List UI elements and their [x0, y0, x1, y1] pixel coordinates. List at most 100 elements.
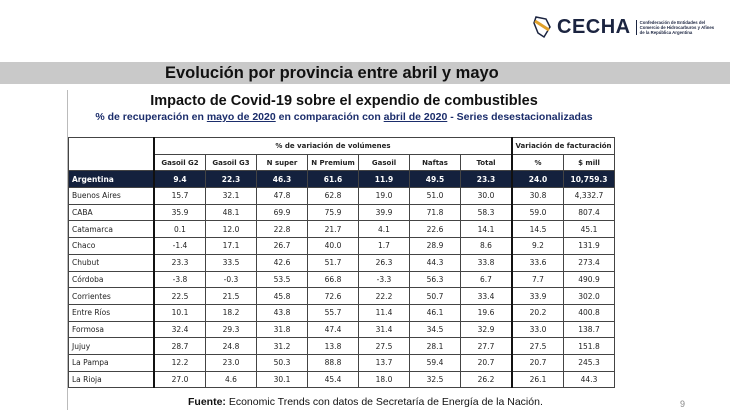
table-cell: 22.8 [256, 220, 308, 239]
table-cell: 27.5 [511, 337, 564, 355]
table-cell: 35.9 [153, 203, 206, 222]
title-banner [0, 62, 730, 84]
table-cell: 23.3 [460, 170, 513, 189]
subtitle-may: mayo de 2020 [206, 111, 276, 123]
table-cell: 26.7 [256, 237, 308, 255]
table-cell: 4,332.7 [563, 187, 615, 205]
slide-subtitle: % de recuperación en mayo de 2020 en com… [68, 111, 620, 123]
table-cell: 31.2 [256, 337, 308, 355]
table-cell: 50.7 [409, 287, 461, 305]
logo-name: CECHA [557, 15, 631, 38]
table-cell: 26.2 [460, 370, 513, 389]
table-cell: 20.7 [511, 353, 564, 372]
table-cell: 69.9 [256, 203, 308, 222]
table-cell: 20.2 [511, 303, 564, 322]
table-cell: 31.8 [256, 320, 308, 339]
table-cell: 50.3 [256, 353, 308, 372]
table-cell: 43.8 [256, 303, 308, 322]
subtitle-part: % de recuperación en [95, 111, 207, 123]
table-cell: 46.1 [409, 303, 461, 322]
province-name: La Rioja [68, 370, 155, 389]
table-cell: 30.1 [256, 370, 308, 389]
province-name: Córdoba [68, 270, 155, 289]
table-cell: 42.6 [256, 253, 308, 272]
table-cell: 23.0 [205, 353, 257, 372]
table-cell: 32.1 [205, 187, 257, 205]
table-cell: 245.3 [563, 353, 615, 372]
table-cell: 11.4 [358, 303, 410, 322]
table-cell: 40.0 [307, 237, 359, 255]
table-cell: 33.0 [511, 320, 564, 339]
table-cell: 44.3 [409, 253, 461, 272]
table-cell: 12.2 [153, 353, 206, 372]
table-cell: 51.7 [307, 253, 359, 272]
table-cell: 28.1 [409, 337, 461, 355]
column-header: Total [460, 153, 513, 172]
table-cell: 22.6 [409, 220, 461, 239]
table-cell: 17.1 [205, 237, 257, 255]
province-name: Formosa [68, 320, 155, 339]
table-cell: 33.6 [511, 253, 564, 272]
table-cell: 807.4 [563, 203, 615, 222]
table-cell: 66.8 [307, 270, 359, 289]
table-cell: 14.1 [460, 220, 513, 239]
source-text: Economic Trends con datos de Secretaría … [225, 396, 543, 408]
table-cell: 1.7 [358, 237, 410, 255]
table-cell: 9.2 [511, 237, 564, 255]
table-cell: 58.3 [460, 203, 513, 222]
table-cell: 0.1 [153, 220, 206, 239]
table-cell: 47.8 [256, 187, 308, 205]
table-cell: 33.8 [460, 253, 513, 272]
table-cell: 24.8 [205, 337, 257, 355]
table-cell: 8.6 [460, 237, 513, 255]
slide-border [67, 90, 68, 410]
subtitle-april: abril de 2020 [383, 111, 448, 123]
table-row: Formosa 32.4 29.3 31.8 47.4 31.4 34.5 32.9 33.0 1… [68, 320, 615, 339]
logo-subtitle: Confederación de Entidades del Comercio … [635, 19, 720, 35]
table-cell: 10,759.3 [563, 170, 615, 189]
table-row: CABA 35.9 48.1 69.9 75.9 39.9 71.8 58.3 59.0 807.… [68, 203, 615, 222]
table-cell: 10.1 [153, 303, 206, 322]
table-cell: 30.8 [511, 187, 564, 205]
page-number: 9 [680, 399, 686, 409]
table-cell: 22.2 [358, 287, 410, 305]
table-cell: 13.7 [358, 353, 410, 372]
table-cell: 6.7 [460, 270, 513, 289]
table-cell: 72.6 [307, 287, 359, 305]
subtitle-part: en comparación con [275, 111, 384, 123]
table-cell: 24.0 [511, 170, 564, 189]
table-cell: 33.4 [460, 287, 513, 305]
table-cell: 33.5 [205, 253, 257, 272]
corner-cell [68, 136, 155, 172]
table-cell: 34.5 [409, 320, 461, 339]
table-cell: 138.7 [563, 320, 615, 339]
table-cell: 11.9 [358, 170, 410, 189]
table-cell: 45.8 [256, 287, 308, 305]
group-billing-header: Variación de facturación [511, 137, 615, 155]
table-cell: 23.3 [153, 253, 206, 272]
table-cell: 71.8 [409, 203, 461, 222]
table-row: Entre Ríos 10.1 18.2 43.8 55.7 11.4 46.1 19.6 20… [68, 303, 615, 322]
table-row: La Rioja 27.0 4.6 30.1 45.4 18.0 32.5 26.2 26.1 4… [68, 370, 615, 389]
table-cell: 55.7 [307, 303, 359, 322]
table-cell: 59.4 [409, 353, 461, 372]
table-cell: 20.7 [460, 353, 513, 372]
banner-title: Evolución por provincia entre abril y ma… [165, 64, 499, 82]
table-cell: 39.9 [358, 203, 410, 222]
table-cell: 26.1 [511, 370, 564, 389]
table-cell: 45.1 [563, 220, 615, 239]
table-cell: 47.4 [307, 320, 359, 339]
column-header: Naftas [409, 153, 461, 172]
province-name: Jujuy [68, 337, 155, 355]
table-cell: 302.0 [563, 287, 615, 305]
column-header: N Premium [307, 153, 359, 172]
table-cell: 51.0 [409, 187, 461, 205]
provinces-table: % de variación de volúmenes Variación de… [68, 136, 615, 389]
province-name: CABA [68, 203, 155, 222]
table-cell: 7.7 [511, 270, 564, 289]
table-cell: 62.8 [307, 187, 359, 205]
column-header: Gasoil G3 [205, 153, 257, 172]
table-cell: 33.9 [511, 287, 564, 305]
table-cell: 19.6 [460, 303, 513, 322]
table-cell: 27.7 [460, 337, 513, 355]
